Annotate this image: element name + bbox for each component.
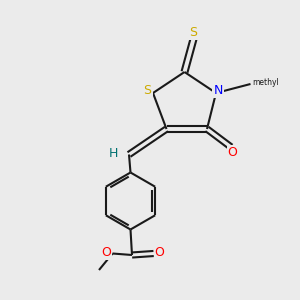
Text: N: N (213, 84, 223, 97)
Text: S: S (190, 26, 197, 39)
Text: O: O (101, 245, 111, 259)
Text: S: S (144, 83, 152, 97)
Text: H: H (109, 146, 118, 160)
Text: methyl: methyl (256, 81, 261, 83)
Text: methyl: methyl (256, 80, 261, 81)
Text: methyl: methyl (252, 78, 279, 87)
Text: O: O (228, 146, 237, 159)
Text: O: O (155, 245, 164, 259)
